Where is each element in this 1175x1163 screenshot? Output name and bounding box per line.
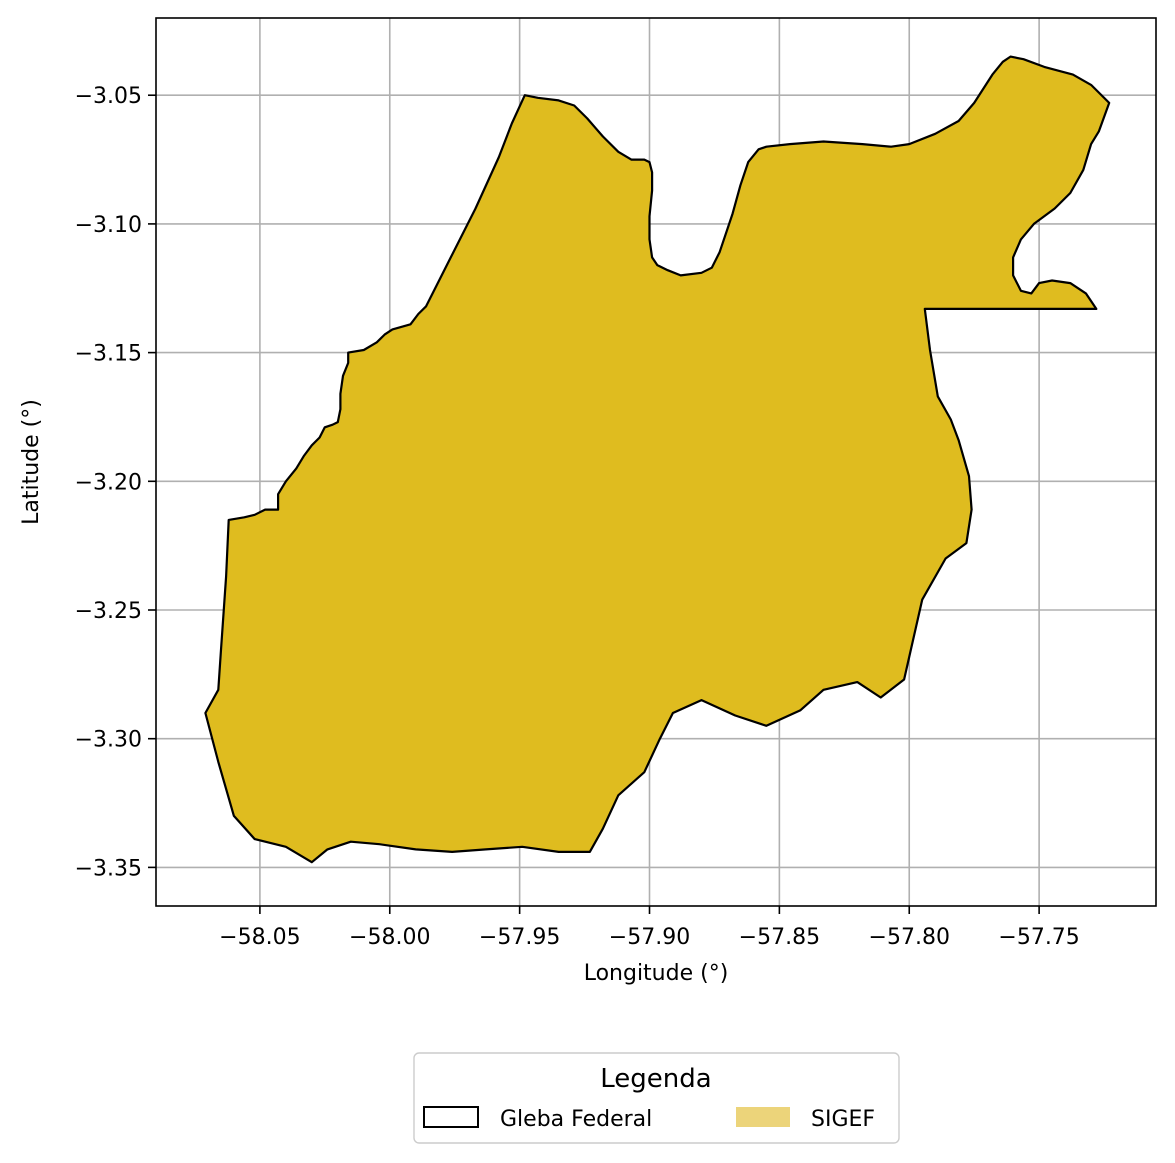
x-tick-label: −57.90 bbox=[609, 925, 690, 950]
y-tick-label: −3.05 bbox=[75, 84, 142, 109]
x-axis-ticks: −58.05 −58.00 −57.95 −57.90 −57.85 −57.80 −57.… bbox=[219, 906, 1080, 950]
y-tick-label: −3.30 bbox=[75, 728, 142, 753]
y-axis-label: Latitude (°) bbox=[19, 399, 44, 525]
legend-swatch-gleba-federal bbox=[423, 1106, 479, 1128]
x-tick-label: −57.75 bbox=[998, 925, 1079, 950]
x-tick-label: −58.00 bbox=[349, 925, 430, 950]
plot-frame bbox=[155, 17, 1157, 907]
x-tick-label: −57.85 bbox=[739, 925, 820, 950]
x-axis-label: Longitude (°) bbox=[584, 961, 729, 986]
plot-area: −58.05 −58.00 −57.95 −57.90 −57.85 −57.80 −57.… bbox=[75, 17, 1157, 950]
legend-label-gleba-federal: Gleba Federal bbox=[500, 1107, 652, 1132]
y-axis-ticks: −3.05 −3.10 −3.15 −3.20 −3.25 −3.30 −3.35 bbox=[75, 84, 156, 881]
y-tick-label: −3.10 bbox=[75, 213, 142, 238]
legend-title: Legenda bbox=[600, 1064, 711, 1094]
legend: Legenda Gleba Federal SIGEF bbox=[413, 1052, 900, 1144]
gleba-polygon bbox=[204, 55, 1111, 864]
x-tick-label: −58.05 bbox=[219, 925, 300, 950]
x-tick-label: −57.80 bbox=[869, 925, 950, 950]
y-tick-label: −3.20 bbox=[75, 470, 142, 495]
x-tick-label: −57.95 bbox=[479, 925, 560, 950]
legend-label-sigef: SIGEF bbox=[811, 1107, 875, 1132]
y-tick-label: −3.25 bbox=[75, 599, 142, 624]
y-tick-label: −3.35 bbox=[75, 856, 142, 881]
y-tick-label: −3.15 bbox=[75, 342, 142, 367]
legend-swatch-sigef bbox=[736, 1107, 790, 1127]
